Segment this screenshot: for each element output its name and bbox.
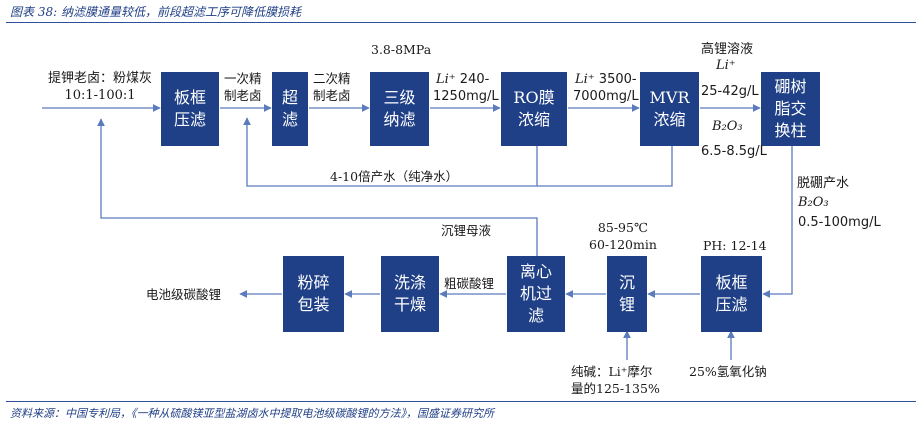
source-note: 资料来源：中国专利局，《一种从硫酸镁亚型盐湖卤水中提取电池级碳酸锂的方法》，国盛… bbox=[10, 407, 494, 420]
crush-pack-box: 粉碎 包装 bbox=[283, 256, 344, 332]
secondary-brine-label: 二次精 制老卤 bbox=[313, 71, 351, 103]
arrow-boron-to-plate2 bbox=[762, 146, 793, 298]
soda-ash-label: 纯碱：Li⁺摩尔 量的125-135% bbox=[571, 364, 660, 396]
sodium-hydroxide-label: 25%氢氧化钠 bbox=[689, 364, 767, 379]
boron-resin-column-box: 硼树 脂交 换柱 bbox=[761, 72, 820, 146]
li-nf-range-end: 1250mg/L bbox=[433, 89, 499, 104]
b2o3-symbol-out: B₂O₃ bbox=[798, 195, 829, 210]
figure-title: 图表 38: 纳滤膜通量较低，前段超滤工序可降低膜损耗 bbox=[10, 5, 301, 19]
wash-dry-box: 洗涤 干燥 bbox=[381, 256, 439, 332]
high-lithium-solution-label: 高锂溶液 bbox=[701, 42, 754, 57]
deboron-water-label: 脱硼产水 bbox=[797, 176, 850, 191]
li-ro-range-start: 3500- bbox=[598, 72, 637, 87]
plate-filter-box-1: 板框 压滤 bbox=[161, 72, 219, 146]
input-brine-label: 提钾老卤：粉煤灰 10:1-100:1 bbox=[48, 71, 153, 103]
b2o3-symbol-mvr: B₂O₃ bbox=[712, 119, 743, 134]
primary-brine-label: 一次精 制老卤 bbox=[224, 71, 262, 103]
ro-concentration-box: RO膜 浓缩 bbox=[501, 72, 567, 146]
plate-filter-box-2: 板框 压滤 bbox=[701, 256, 762, 332]
li-nf-range-start: 240- bbox=[459, 72, 490, 87]
pure-water-label: 4-10倍产水（纯净水） bbox=[330, 169, 459, 184]
line-water-return-mvr bbox=[537, 141, 673, 187]
mother-liquor-label: 沉锂母液 bbox=[441, 223, 492, 238]
battery-lithium-carbonate-label: 电池级碳酸锂 bbox=[146, 287, 222, 302]
ultrafiltration-box: 超 滤 bbox=[272, 72, 308, 146]
crude-lithium-carbonate-label: 粗碳酸锂 bbox=[444, 276, 495, 291]
lithium-precipitation-box: 沉 锂 bbox=[607, 256, 647, 332]
arrow-water-return-ro bbox=[243, 117, 538, 187]
centrifuge-filter-box: 离心 机过 滤 bbox=[507, 256, 565, 332]
nanofiltration-box: 三级 纳滤 bbox=[370, 72, 429, 146]
temperature-time-label: 85-95℃ 60-120min bbox=[589, 220, 657, 252]
li-mvr-value: 25-42g/L bbox=[701, 84, 759, 99]
footer-rule bbox=[6, 401, 916, 402]
arrow-mother-liquor-return bbox=[97, 118, 538, 258]
li-ion-symbol-mvr: Li⁺ bbox=[716, 58, 736, 73]
li-ion-symbol-nf: Li⁺ bbox=[436, 72, 456, 87]
pressure-label: 3.8-8MPa bbox=[371, 42, 432, 57]
header-rule bbox=[6, 22, 916, 23]
li-ro-range-end: 7000mg/L bbox=[573, 89, 639, 104]
b2o3-mvr-value: 6.5-8.5g/L bbox=[701, 144, 767, 159]
b2o3-out-value: 0.5-100mg/L bbox=[798, 215, 881, 230]
li-ion-symbol-ro: Li⁺ bbox=[575, 72, 595, 87]
mvr-concentration-box: MVR 浓缩 bbox=[640, 72, 699, 146]
ph-label: PH: 12-14 bbox=[703, 238, 767, 253]
